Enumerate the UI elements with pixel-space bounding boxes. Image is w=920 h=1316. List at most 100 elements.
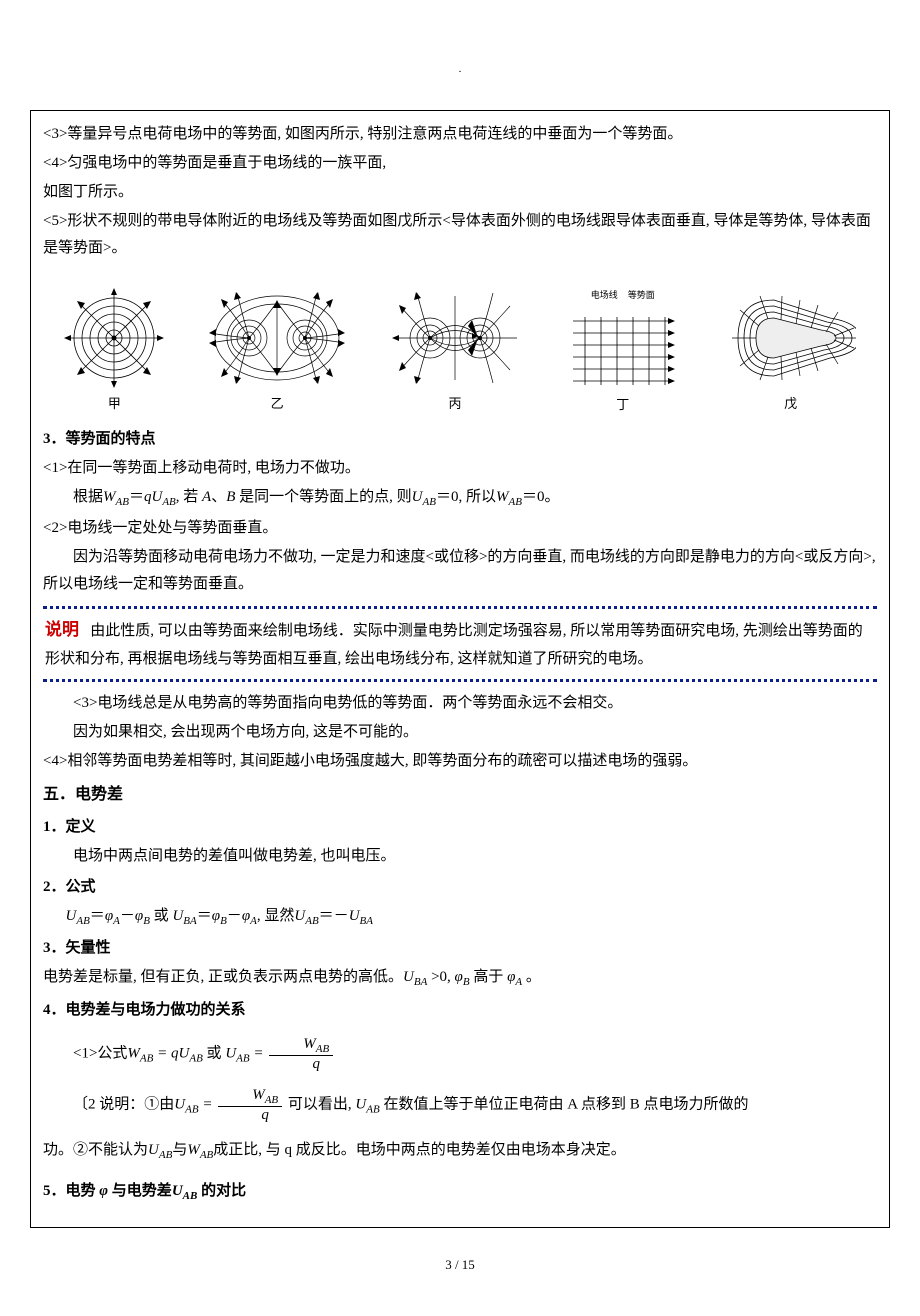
figure-yi: 乙 [207, 288, 347, 415]
ding-label-surf: 等势面 [628, 287, 655, 303]
txt: 电势差是标量, 但有正负, 正或负表示两点电势的高低。 [43, 969, 403, 985]
sub: AB [200, 1149, 213, 1161]
page-number: 3 / 15 [0, 1253, 920, 1276]
s3-title: 3．等势面的特点 [43, 426, 877, 453]
var-B: B [226, 489, 235, 505]
var: U [294, 908, 305, 924]
var: U [148, 1142, 159, 1158]
para-5: <5>形状不规则的带电导体附近的电场线及等势面如图戊所示<导体表面外侧的电场线跟… [43, 208, 877, 262]
figure-wu: 戊 [726, 288, 856, 415]
s3b-p3a: <3>电场线总是从电势高的等势面指向电势低的等势面．两个等势面永远不会相交。 [43, 690, 877, 717]
fig-bing-caption: 丙 [448, 392, 461, 415]
txt: 根据 [73, 489, 103, 505]
sub: BA [414, 976, 427, 988]
s5-d4t: 4．电势差与电场力做功的关系 [43, 997, 877, 1024]
s5-title: 五．电势差 [43, 781, 877, 810]
sub: B [220, 915, 227, 927]
s3-p2: <2>电场线一定处处与等势面垂直。 [43, 515, 877, 542]
sub: AB [508, 496, 521, 508]
num-sub: AB [316, 1043, 329, 1055]
sub: AB [183, 1190, 198, 1202]
den: q [218, 1107, 282, 1124]
callout-box: 说明 由此性质, 可以由等势面来绘制电场线．实际中测量电势比测定场强容易, 所以… [43, 606, 877, 682]
s3b-p4: <4>相邻等势面电势差相等时, 其间距越小电场强度越大, 即等势面分布的疏密可以… [43, 748, 877, 775]
sub: AB [236, 1053, 249, 1065]
s3b-p3b: 因为如果相交, 会出现两个电场方向, 这是不可能的。 [43, 719, 877, 746]
var: φ [212, 908, 220, 924]
var: q [171, 1046, 179, 1062]
sub: AB [423, 496, 436, 508]
txt: , 显然 [257, 908, 295, 924]
s5-d4-formula1: <1>公式WAB = qUAB 或 UAB = WABq [43, 1036, 877, 1073]
txt: 功。②不能认为 [43, 1142, 148, 1158]
var: U [179, 1046, 190, 1062]
para-4b: 如图丁所示。 [43, 179, 877, 206]
var: U [349, 908, 360, 924]
ding-label-line: 电场线 [591, 287, 618, 303]
sub: AB [366, 1103, 379, 1115]
var: W [127, 1046, 140, 1062]
txt: 与电势差 [108, 1183, 172, 1199]
txt: 在数值上等于单位正电荷由 A 点移到 B 点电场力所做的 [380, 1096, 749, 1112]
sub: B [463, 976, 470, 988]
var-W: W [103, 489, 116, 505]
op: ＝－ [319, 908, 349, 924]
sub: A [250, 915, 257, 927]
txt: 5．电势 [43, 1183, 99, 1199]
fraction: WABq [218, 1087, 282, 1124]
main-content-frame: <3>等量异号点电荷电场中的等势面, 如图丙所示, 特别注意两点电荷连线的中垂面… [30, 110, 890, 1228]
var: U [172, 908, 183, 924]
fig-ding-svg [563, 309, 683, 389]
num-var: W [252, 1087, 265, 1103]
num-var: W [303, 1036, 316, 1052]
fig-wu-svg [726, 288, 856, 388]
s5-d2-formula: UAB＝φA－φB 或 UBA＝φB－φA, 显然UAB＝－UBA [43, 903, 877, 932]
sub: AB [185, 1103, 198, 1115]
s5-d2t: 2．公式 [43, 874, 877, 901]
txt: 〔2 说明：①由 [73, 1096, 174, 1112]
var: U [355, 1096, 366, 1112]
var: φ [105, 908, 113, 924]
var-U: U [412, 489, 423, 505]
var: φ [455, 969, 463, 985]
txt: 或 [150, 908, 173, 924]
eq: ＝ [90, 908, 105, 924]
figure-jia: 甲 [64, 288, 164, 415]
header-mark: . [0, 60, 920, 80]
op: － [120, 908, 135, 924]
para-4a: <4>匀强电场中的等势面是垂直于电场线的一族平面, [43, 150, 877, 177]
var-W: W [496, 489, 509, 505]
var-U: U [151, 489, 162, 505]
sub: BA [360, 915, 373, 927]
txt: 或 [203, 1046, 226, 1062]
s5-d4-p2: 〔2 说明：①由UAB = WABq 可以看出, UAB 在数值上等于单位正电荷… [43, 1087, 877, 1124]
txt: 。 [522, 969, 541, 985]
txt: ＝0。 [522, 489, 560, 505]
fig-yi-caption: 乙 [271, 392, 284, 415]
eq: = [250, 1046, 268, 1062]
var-A: A [202, 489, 211, 505]
eq: ＝ [197, 908, 212, 924]
fraction: WABq [269, 1036, 333, 1073]
s5-d3t: 3．矢量性 [43, 935, 877, 962]
sub: AB [162, 496, 175, 508]
sub: AB [189, 1053, 202, 1065]
s5-d5t: 5．电势 φ 与电势差UAB 的对比 [43, 1178, 877, 1207]
sub: A [113, 915, 120, 927]
figure-ding: 电场线 等势面 丁 [563, 287, 683, 417]
fig-bing-svg [390, 288, 520, 388]
var: U [172, 1183, 183, 1199]
var: U [225, 1046, 236, 1062]
txt: <1>公式 [73, 1046, 127, 1062]
num-sub: AB [265, 1094, 278, 1106]
var: U [66, 908, 77, 924]
s3-p1: <1>在同一等势面上移动电荷时, 电场力不做功。 [43, 455, 877, 482]
txt: 高于 [470, 969, 508, 985]
fig-jia-svg [64, 288, 164, 388]
figures-row: 甲 [48, 287, 872, 417]
s5-d1t: 1．定义 [43, 814, 877, 841]
txt: 与 [172, 1142, 187, 1158]
var: φ [135, 908, 143, 924]
var: U [403, 969, 414, 985]
fig-yi-svg [207, 288, 347, 388]
